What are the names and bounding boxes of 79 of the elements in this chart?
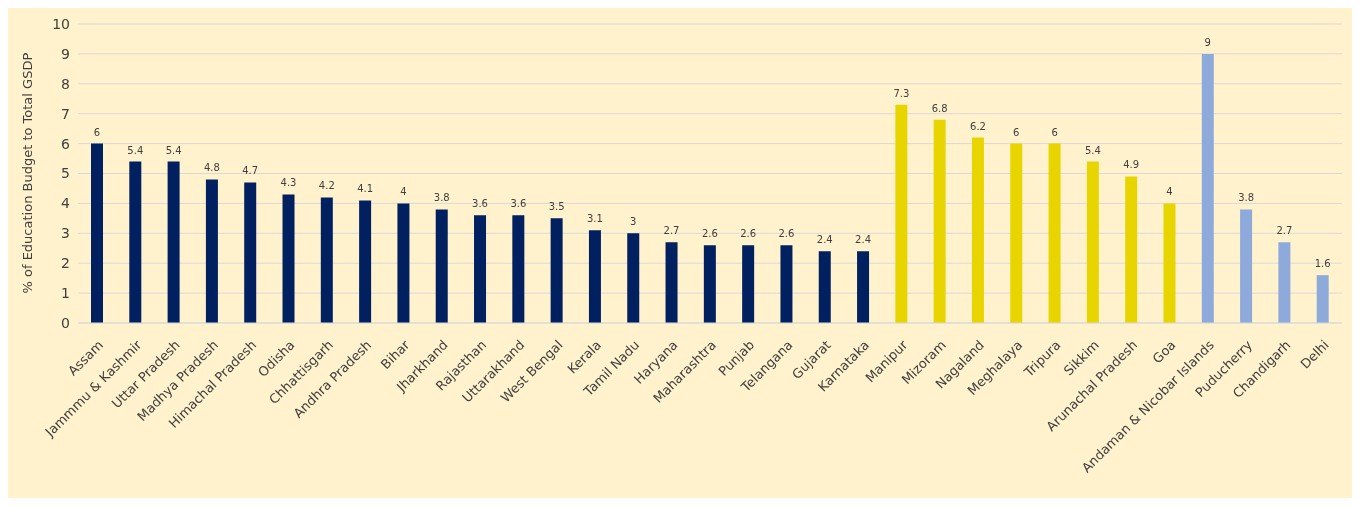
data-label: 3 xyxy=(630,216,637,228)
bar xyxy=(780,245,793,323)
data-label: 6 xyxy=(1051,126,1058,138)
data-label: 4.7 xyxy=(242,165,259,177)
data-label: 4.9 xyxy=(1123,159,1140,171)
data-label: 6 xyxy=(1013,126,1020,138)
data-label: 2.4 xyxy=(816,234,833,246)
y-tick-label: 3 xyxy=(61,225,70,242)
data-label: 2.7 xyxy=(1276,225,1293,237)
y-tick-label: 10 xyxy=(52,15,70,32)
data-label: 5.4 xyxy=(1084,144,1101,156)
bar xyxy=(818,251,831,323)
y-tick-label: 8 xyxy=(61,75,70,92)
bar xyxy=(588,230,601,323)
bar xyxy=(244,182,257,323)
bar xyxy=(1201,53,1214,323)
bar xyxy=(1125,176,1138,323)
y-tick-label: 0 xyxy=(61,314,70,331)
y-tick-label: 5 xyxy=(61,165,70,182)
data-label: 6 xyxy=(93,126,101,138)
data-label: 6.2 xyxy=(970,120,986,132)
bar xyxy=(167,161,180,323)
data-label: 2.6 xyxy=(778,228,795,240)
bar xyxy=(397,203,410,323)
y-tick-label: 4 xyxy=(61,195,71,212)
bar xyxy=(1316,275,1329,323)
bar xyxy=(895,104,908,323)
bar xyxy=(857,251,870,323)
bar xyxy=(129,161,142,323)
data-label: 3.6 xyxy=(510,198,527,210)
data-label: 2.7 xyxy=(663,225,680,237)
y-tick-label: 6 xyxy=(61,135,71,152)
y-tick-label: 2 xyxy=(61,255,70,272)
data-label: 4.3 xyxy=(280,177,297,189)
data-label: 7.3 xyxy=(893,87,910,99)
bar xyxy=(1086,161,1099,323)
bar xyxy=(1278,242,1291,323)
bar xyxy=(359,200,372,323)
data-label: 6.8 xyxy=(931,102,948,114)
bar xyxy=(933,119,946,323)
bar xyxy=(205,179,218,323)
y-axis-title: % of Education Budget to Total GSDP xyxy=(19,52,35,294)
bar xyxy=(1163,203,1176,323)
data-label: 2.6 xyxy=(701,228,718,240)
bar xyxy=(1010,143,1023,323)
bar xyxy=(550,218,563,323)
data-label: 1.6 xyxy=(1314,258,1331,270)
data-label: 5.4 xyxy=(165,144,182,156)
data-label: 4 xyxy=(400,186,407,198)
bar xyxy=(971,137,984,323)
bar xyxy=(91,143,103,323)
bar xyxy=(474,215,487,323)
data-label: 2.6 xyxy=(740,228,757,240)
bar xyxy=(627,233,640,323)
y-tick-label: 7 xyxy=(61,105,70,122)
data-label: 3.5 xyxy=(548,201,565,213)
data-label: 2.4 xyxy=(855,234,872,246)
bar xyxy=(282,194,295,323)
bar xyxy=(1048,143,1061,323)
x-tick-label: Goa xyxy=(1149,337,1179,367)
bar xyxy=(320,197,333,323)
y-tick-label: 1 xyxy=(61,285,70,302)
data-label: 4.1 xyxy=(357,183,374,195)
bar xyxy=(665,242,678,323)
bar xyxy=(512,215,525,323)
data-label: 9 xyxy=(1204,36,1211,48)
data-label: 4.8 xyxy=(203,162,220,174)
data-label: 3.8 xyxy=(433,192,450,204)
data-label: 3.6 xyxy=(472,198,488,210)
bar xyxy=(435,209,448,323)
data-label: 3.8 xyxy=(1238,192,1255,204)
bar xyxy=(742,245,755,323)
bar xyxy=(1240,209,1253,323)
data-label: 3.1 xyxy=(586,213,603,225)
data-label: 4 xyxy=(1166,186,1173,198)
data-label: 4.2 xyxy=(318,180,335,192)
y-tick-label: 9 xyxy=(61,45,70,62)
data-label: 5.4 xyxy=(127,144,144,156)
bar xyxy=(703,245,716,323)
